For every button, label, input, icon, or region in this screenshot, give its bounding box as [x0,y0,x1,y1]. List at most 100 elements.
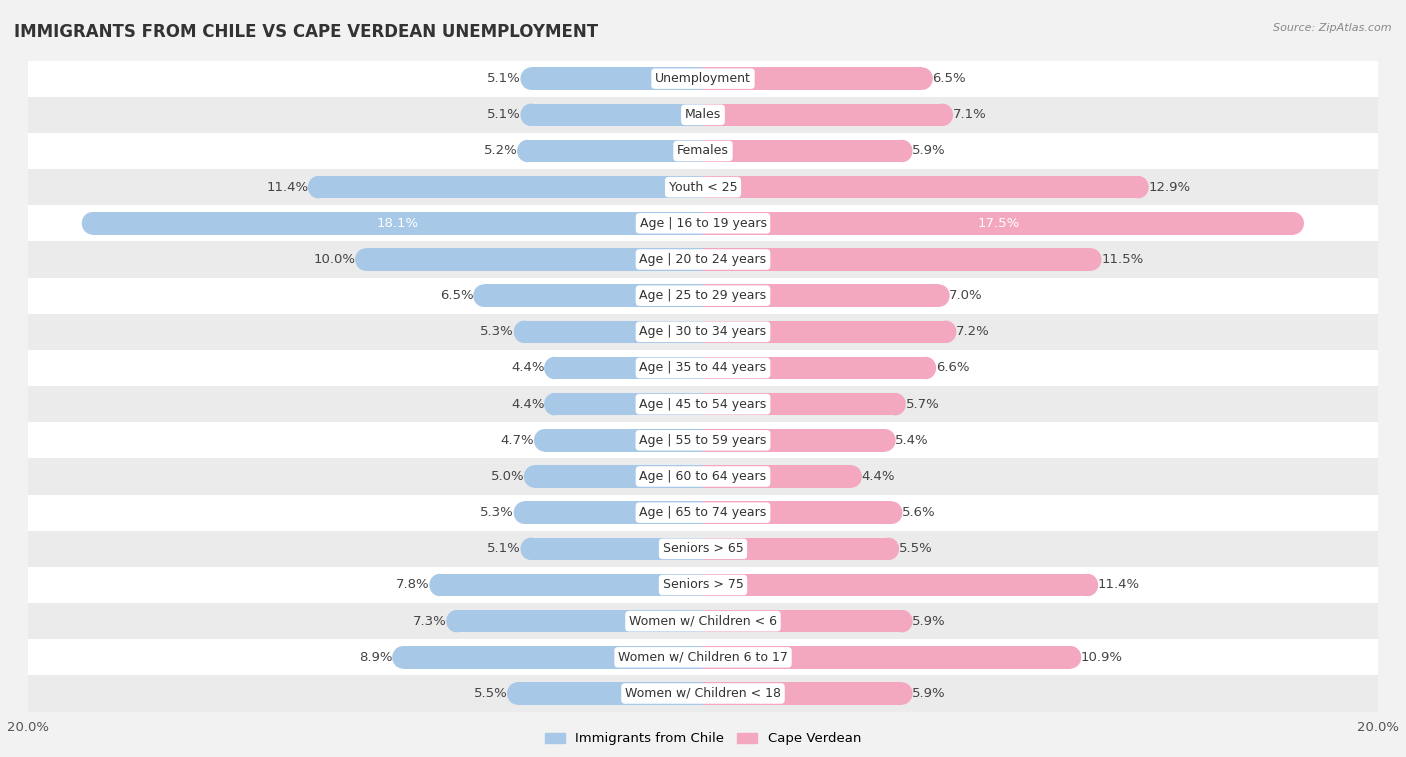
Text: 5.5%: 5.5% [898,542,932,556]
Text: Seniors > 75: Seniors > 75 [662,578,744,591]
Bar [703,646,1071,668]
Text: Youth < 25: Youth < 25 [669,181,737,194]
Bar [28,603,1378,639]
Circle shape [520,67,541,90]
Bar [703,466,852,488]
Bar [703,212,1294,235]
Bar [28,675,1378,712]
Bar [544,429,703,451]
Text: 11.4%: 11.4% [266,181,308,194]
Bar [28,350,1378,386]
Bar [28,422,1378,459]
Text: 4.7%: 4.7% [501,434,534,447]
Text: 6.6%: 6.6% [936,362,969,375]
Legend: Immigrants from Chile, Cape Verdean: Immigrants from Chile, Cape Verdean [540,727,866,750]
Text: 5.9%: 5.9% [912,145,946,157]
Bar [28,313,1378,350]
Circle shape [915,357,936,379]
Bar [366,248,703,271]
Bar [527,140,703,162]
Text: Age | 65 to 74 years: Age | 65 to 74 years [640,506,766,519]
Bar [28,133,1378,169]
Text: 5.2%: 5.2% [484,145,517,157]
Bar [531,537,703,560]
Circle shape [520,104,541,126]
Bar [534,466,703,488]
Circle shape [932,104,953,126]
Bar [28,494,1378,531]
Bar [28,169,1378,205]
Bar [457,610,703,632]
Text: 5.9%: 5.9% [912,687,946,700]
Text: Women w/ Children < 18: Women w/ Children < 18 [626,687,780,700]
Bar [703,682,903,705]
Bar [440,574,703,597]
Text: Age | 45 to 54 years: Age | 45 to 54 years [640,397,766,410]
Circle shape [884,393,905,416]
Bar [703,104,942,126]
Bar [703,176,1139,198]
Text: 7.3%: 7.3% [413,615,447,628]
Text: 5.0%: 5.0% [491,470,524,483]
Bar [28,386,1378,422]
Text: Source: ZipAtlas.com: Source: ZipAtlas.com [1274,23,1392,33]
Text: 10.0%: 10.0% [314,253,356,266]
Circle shape [882,501,903,524]
Bar [554,393,703,416]
Text: Seniors > 65: Seniors > 65 [662,542,744,556]
Text: 4.4%: 4.4% [862,470,896,483]
Bar [93,212,703,235]
Text: 5.3%: 5.3% [481,326,515,338]
Text: 4.4%: 4.4% [510,362,544,375]
Circle shape [534,429,555,451]
Bar [28,639,1378,675]
Bar [703,501,891,524]
Bar [703,248,1091,271]
Circle shape [429,574,450,597]
Text: 5.7%: 5.7% [905,397,939,410]
Text: Age | 25 to 29 years: Age | 25 to 29 years [640,289,766,302]
Circle shape [544,357,565,379]
Bar [703,610,903,632]
Text: 4.4%: 4.4% [510,397,544,410]
Text: 6.5%: 6.5% [440,289,474,302]
Circle shape [879,537,898,560]
Text: 11.5%: 11.5% [1101,253,1143,266]
Circle shape [524,466,544,488]
Bar [524,501,703,524]
Circle shape [935,321,956,343]
Bar [703,537,889,560]
Text: Age | 35 to 44 years: Age | 35 to 44 years [640,362,766,375]
Circle shape [513,321,534,343]
Text: Unemployment: Unemployment [655,72,751,85]
Circle shape [841,466,862,488]
Bar [28,567,1378,603]
Text: 5.5%: 5.5% [474,687,508,700]
Circle shape [891,610,912,632]
Circle shape [356,248,375,271]
Bar [28,531,1378,567]
Text: 5.1%: 5.1% [486,542,520,556]
Bar [531,104,703,126]
Circle shape [891,682,912,705]
Circle shape [82,212,103,235]
Text: 5.1%: 5.1% [486,108,520,121]
Circle shape [1284,212,1303,235]
Text: IMMIGRANTS FROM CHILE VS CAPE VERDEAN UNEMPLOYMENT: IMMIGRANTS FROM CHILE VS CAPE VERDEAN UN… [14,23,598,41]
Circle shape [875,429,896,451]
Bar [703,393,896,416]
Circle shape [891,140,912,162]
Circle shape [392,646,413,668]
Circle shape [912,67,932,90]
Text: Age | 16 to 19 years: Age | 16 to 19 years [640,217,766,230]
Text: 8.9%: 8.9% [359,651,392,664]
Circle shape [474,285,494,307]
Text: Women w/ Children 6 to 17: Women w/ Children 6 to 17 [619,651,787,664]
Bar [28,459,1378,494]
Circle shape [1077,574,1098,597]
Text: Age | 20 to 24 years: Age | 20 to 24 years [640,253,766,266]
Text: 5.6%: 5.6% [903,506,936,519]
Circle shape [508,682,527,705]
Bar [517,682,703,705]
Text: Females: Females [678,145,728,157]
